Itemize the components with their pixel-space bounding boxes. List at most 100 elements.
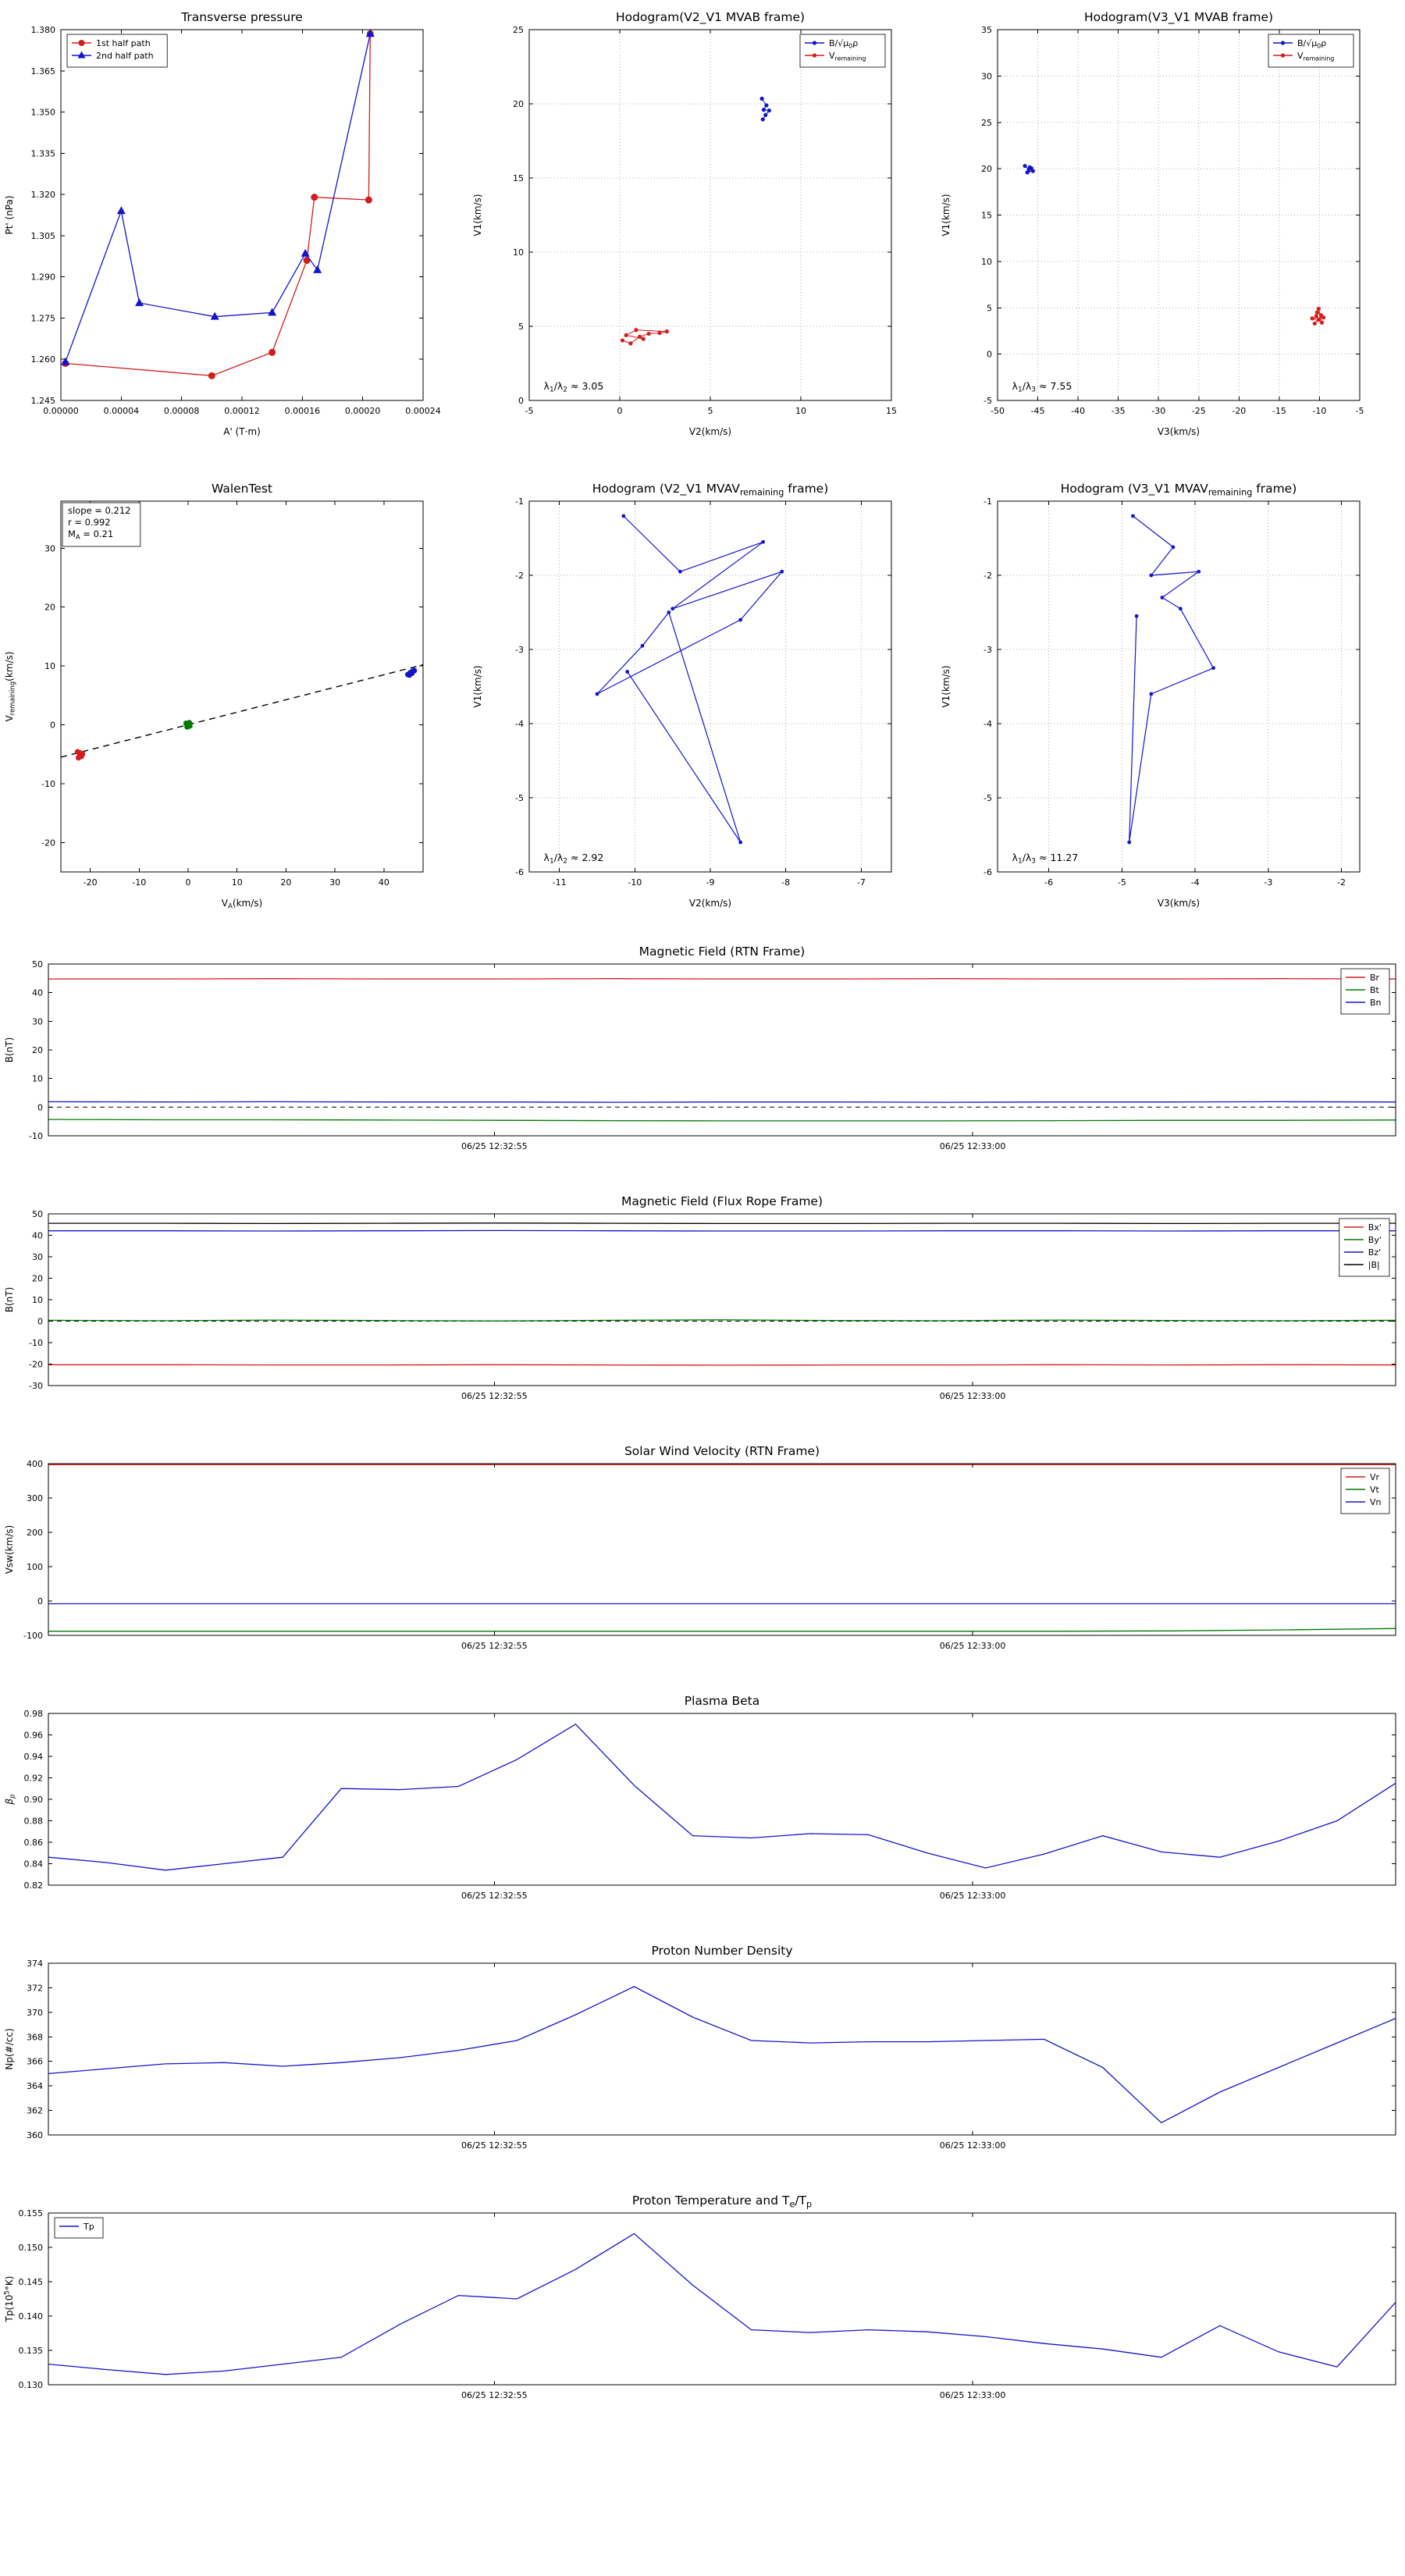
svg-text:Magnetic Field (RTN Frame): Magnetic Field (RTN Frame) bbox=[639, 945, 806, 959]
svg-text:V1(km/s): V1(km/s) bbox=[941, 665, 951, 707]
svg-text:10: 10 bbox=[44, 661, 55, 671]
svg-text:Solar Wind Velocity (RTN Frame: Solar Wind Velocity (RTN Frame) bbox=[624, 1444, 820, 1458]
svg-text:30: 30 bbox=[329, 877, 340, 888]
svg-text:0.98: 0.98 bbox=[24, 1709, 44, 1719]
svg-text:λ1/λ3 ≈ 11.27: λ1/λ3 ≈ 11.27 bbox=[1012, 852, 1079, 866]
svg-text:5: 5 bbox=[518, 322, 524, 332]
svg-text:-10: -10 bbox=[628, 877, 642, 888]
svg-text:06/25 12:32:55: 06/25 12:32:55 bbox=[461, 2140, 528, 2151]
svg-text:Vremaining(km/s): Vremaining(km/s) bbox=[4, 652, 17, 722]
svg-text:10: 10 bbox=[32, 1074, 43, 1084]
svg-text:0.00008: 0.00008 bbox=[164, 406, 200, 416]
svg-text:V1(km/s): V1(km/s) bbox=[472, 194, 483, 236]
svg-text:-6: -6 bbox=[515, 867, 524, 877]
svg-text:-30: -30 bbox=[29, 1381, 43, 1391]
svg-text:0.96: 0.96 bbox=[24, 1731, 44, 1741]
svg-text:Vt: Vt bbox=[1370, 1485, 1380, 1495]
svg-text:06/25 12:33:00: 06/25 12:33:00 bbox=[940, 2390, 1006, 2400]
svg-text:-1: -1 bbox=[515, 496, 524, 507]
svg-text:366: 366 bbox=[27, 2057, 43, 2067]
svg-text:By': By' bbox=[1368, 1235, 1382, 1245]
svg-text:372: 372 bbox=[27, 1983, 43, 1993]
svg-text:-2: -2 bbox=[1337, 877, 1346, 888]
svg-text:Plasma Beta: Plasma Beta bbox=[685, 1694, 760, 1708]
svg-text:0.150: 0.150 bbox=[19, 2243, 44, 2253]
svg-text:Bn: Bn bbox=[1370, 998, 1382, 1008]
svg-text:-20: -20 bbox=[84, 877, 98, 888]
svg-text:0: 0 bbox=[617, 406, 623, 416]
svg-text:0: 0 bbox=[37, 1596, 43, 1606]
svg-text:Vremaining: Vremaining bbox=[1297, 51, 1334, 62]
svg-text:1.305: 1.305 bbox=[31, 231, 56, 241]
svg-text:-4: -4 bbox=[984, 719, 992, 729]
svg-text:0.86: 0.86 bbox=[24, 1838, 44, 1848]
svg-text:Hodogram (V2_V1 MVAVremaining: Hodogram (V2_V1 MVAVremaining frame) bbox=[592, 482, 829, 497]
svg-text:06/25 12:32:55: 06/25 12:32:55 bbox=[461, 1641, 528, 1651]
svg-text:1.275: 1.275 bbox=[31, 313, 56, 323]
svg-text:30: 30 bbox=[32, 1252, 43, 1262]
svg-text:0: 0 bbox=[518, 396, 524, 406]
svg-text:V1(km/s): V1(km/s) bbox=[472, 665, 483, 707]
svg-text:300: 300 bbox=[27, 1493, 43, 1503]
svg-text:0.82: 0.82 bbox=[24, 1880, 44, 1891]
svg-text:0.00016: 0.00016 bbox=[285, 406, 321, 416]
svg-text:MA = 0.21: MA = 0.21 bbox=[68, 528, 113, 541]
svg-text:06/25 12:32:55: 06/25 12:32:55 bbox=[461, 1891, 528, 1901]
svg-text:-4: -4 bbox=[1191, 877, 1200, 888]
svg-text:0: 0 bbox=[37, 1102, 43, 1112]
svg-text:5: 5 bbox=[987, 303, 992, 313]
svg-text:50: 50 bbox=[32, 1209, 43, 1219]
svg-text:Bz': Bz' bbox=[1368, 1247, 1381, 1258]
plot-p2: 06/25 12:32:55 06/25 12:33:00 -30 -20 -10 0 10… bbox=[4, 1194, 1396, 1401]
chart-transverse-pressure: 0.00000 0.00004 0.00008 0.00012 0.00016 0.000… bbox=[0, 6, 468, 463]
svg-text:50: 50 bbox=[32, 959, 43, 970]
svg-text:-10: -10 bbox=[29, 1338, 43, 1348]
svg-text:06/25 12:33:00: 06/25 12:33:00 bbox=[940, 2140, 1006, 2151]
svg-text:0.155: 0.155 bbox=[19, 2208, 44, 2218]
svg-text:5: 5 bbox=[708, 406, 713, 416]
svg-text:0: 0 bbox=[186, 877, 191, 888]
svg-text:-5: -5 bbox=[1356, 406, 1364, 416]
svg-text:Bx': Bx' bbox=[1368, 1222, 1382, 1233]
svg-text:-100: -100 bbox=[23, 1631, 43, 1641]
svg-text:0: 0 bbox=[37, 1317, 43, 1327]
svg-text:-50: -50 bbox=[991, 406, 1005, 416]
svg-text:-10: -10 bbox=[1312, 406, 1326, 416]
svg-text:20: 20 bbox=[44, 603, 55, 613]
svg-text:-20: -20 bbox=[41, 838, 55, 848]
svg-text:10: 10 bbox=[32, 1295, 43, 1305]
svg-text:-25: -25 bbox=[1192, 406, 1206, 416]
svg-text:Magnetic Field (Flux Rope Fram: Magnetic Field (Flux Rope Frame) bbox=[621, 1194, 823, 1208]
svg-text:0: 0 bbox=[50, 720, 55, 731]
svg-text:06/25 12:33:00: 06/25 12:33:00 bbox=[940, 1891, 1006, 1901]
svg-text:Tp: Tp bbox=[83, 2222, 94, 2232]
svg-text:25: 25 bbox=[513, 25, 524, 35]
svg-text:r = 0.992: r = 0.992 bbox=[68, 517, 111, 528]
svg-text:-8: -8 bbox=[781, 877, 790, 888]
svg-text:1.290: 1.290 bbox=[31, 272, 56, 283]
svg-text:-7: -7 bbox=[857, 877, 866, 888]
svg-text:370: 370 bbox=[27, 2008, 43, 2018]
svg-text:λ1/λ3 ≈ 7.55: λ1/λ3 ≈ 7.55 bbox=[1012, 380, 1072, 394]
svg-text:06/25 12:33:00: 06/25 12:33:00 bbox=[940, 1141, 1006, 1151]
svg-text:-3: -3 bbox=[1264, 877, 1272, 888]
plot-c3: -50 -45 -40 -35 -30 -25 -20 -15 -10 -5-5051015202… bbox=[941, 10, 1364, 437]
svg-text:VA(km/s): VA(km/s) bbox=[222, 898, 262, 911]
svg-text:100: 100 bbox=[27, 1562, 43, 1572]
svg-text:15: 15 bbox=[886, 406, 897, 416]
svg-text:0: 0 bbox=[987, 350, 992, 360]
svg-text:-20: -20 bbox=[29, 1360, 43, 1370]
svg-text:-5: -5 bbox=[1118, 877, 1126, 888]
svg-text:V2(km/s): V2(km/s) bbox=[689, 898, 731, 909]
svg-text:-5: -5 bbox=[984, 396, 992, 406]
chart-hodogram-v2v1-mvav: -11 -10 -9 -8 -7 -6 -5 -4 -3 -2 -1 Hodogram (V2_V1 … bbox=[468, 478, 937, 934]
svg-text:1.380: 1.380 bbox=[31, 25, 56, 35]
svg-text:-5: -5 bbox=[515, 793, 524, 803]
svg-text:30: 30 bbox=[981, 71, 992, 81]
svg-text:-20: -20 bbox=[1232, 406, 1246, 416]
plot-p3: 06/25 12:32:55 06/25 12:33:00 -100 0 100 200 3… bbox=[4, 1444, 1396, 1651]
svg-text:10: 10 bbox=[232, 877, 243, 888]
svg-text:-45: -45 bbox=[1031, 406, 1045, 416]
svg-text:0.92: 0.92 bbox=[24, 1774, 44, 1784]
svg-text:V1(km/s): V1(km/s) bbox=[941, 194, 951, 236]
